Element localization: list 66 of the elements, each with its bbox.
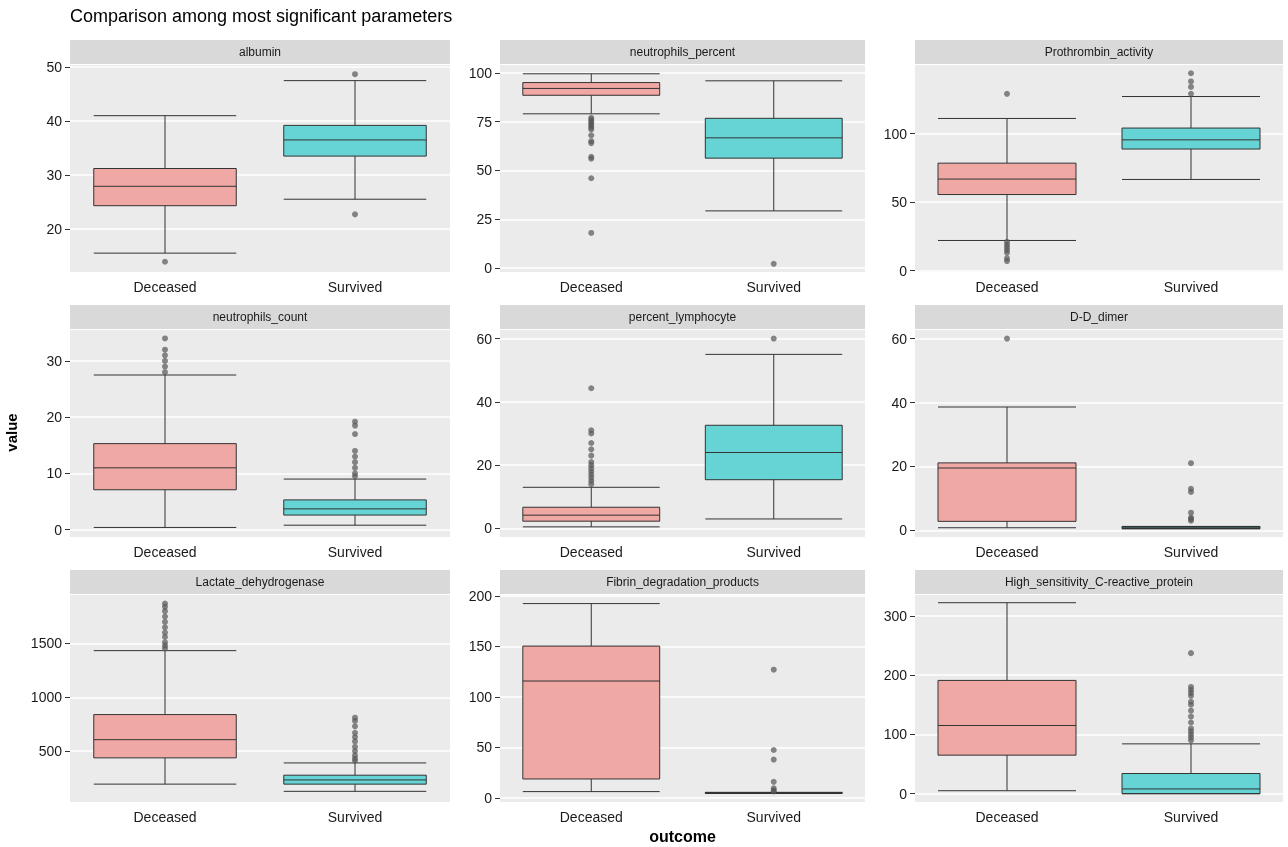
x-tick-label: Survived bbox=[1163, 809, 1219, 825]
x-tick-label: Survived bbox=[327, 279, 383, 295]
y-tick-label: 25 bbox=[476, 211, 493, 228]
y-tick-label: 0 bbox=[899, 262, 908, 279]
y-tick-label: 1500 bbox=[30, 635, 63, 652]
y-tick-label: 50 bbox=[46, 59, 63, 76]
x-tick-label: Survived bbox=[327, 544, 383, 560]
y-tick-label: 100 bbox=[883, 125, 908, 142]
y-tick-label: 20 bbox=[476, 457, 493, 474]
y-tick-label: 100 bbox=[883, 726, 908, 743]
x-tick-label: Deceased bbox=[133, 544, 197, 560]
chart-subtitle: percent_lymphocyte bbox=[628, 310, 737, 324]
y-tick-label: 100 bbox=[468, 64, 493, 81]
x-tick-label: Survived bbox=[746, 544, 801, 560]
y-tick-label: 50 bbox=[891, 194, 908, 211]
x-tick-label: Deceased bbox=[559, 809, 623, 825]
chart-subtitle: Fibrin_degradation_products bbox=[606, 575, 759, 589]
y-tick-label: 75 bbox=[476, 113, 493, 130]
y-axis-title: value bbox=[2, 413, 20, 452]
y-tick-label: 0 bbox=[484, 789, 493, 806]
x-tick-label: Deceased bbox=[975, 809, 1039, 825]
y-tick-label: 20 bbox=[46, 220, 63, 237]
y-tick-label: 20 bbox=[891, 458, 908, 475]
y-tick-label: 500 bbox=[38, 743, 63, 760]
y-tick-label: 20 bbox=[46, 409, 63, 426]
y-tick-label: 10 bbox=[46, 465, 63, 482]
chart-subtitle: neutrophils_percent bbox=[629, 45, 736, 59]
x-tick-label: Deceased bbox=[559, 544, 623, 560]
x-tick-label: Deceased bbox=[975, 279, 1039, 295]
y-tick-label: 50 bbox=[476, 162, 493, 179]
y-tick-label: 50 bbox=[476, 739, 493, 756]
y-tick-label: 30 bbox=[46, 352, 63, 369]
y-tick-label: 0 bbox=[899, 785, 908, 802]
y-tick-label: 1000 bbox=[30, 689, 63, 706]
y-tick-label: 0 bbox=[54, 521, 63, 538]
x-tick-label: Deceased bbox=[559, 279, 623, 295]
chart-subtitle: albumin bbox=[238, 45, 282, 59]
y-tick-label: 40 bbox=[46, 113, 63, 130]
chart-subtitle: High_sensitivity_C-reactive_protein bbox=[1004, 575, 1194, 589]
x-tick-label: Survived bbox=[1163, 279, 1219, 295]
y-tick-label: 200 bbox=[883, 667, 908, 684]
y-tick-label: 40 bbox=[476, 393, 493, 410]
chart-title: Comparison among most significant parameters bbox=[70, 6, 453, 27]
y-tick-label: 150 bbox=[468, 638, 493, 655]
chart-subtitle: neutrophils_count bbox=[212, 310, 309, 324]
y-tick-label: 100 bbox=[468, 688, 493, 705]
y-tick-label: 40 bbox=[891, 394, 908, 411]
y-tick-label: 200 bbox=[468, 588, 493, 605]
chart-subtitle: Prothrombin_activity bbox=[1044, 45, 1154, 59]
y-tick-label: 0 bbox=[484, 260, 493, 277]
x-tick-label: Survived bbox=[746, 809, 801, 825]
y-tick-label: 30 bbox=[46, 166, 63, 183]
y-tick-label: 60 bbox=[891, 330, 908, 347]
chart-subtitle: D-D_dimer bbox=[1069, 310, 1129, 324]
y-tick-label: 300 bbox=[883, 607, 908, 624]
y-tick-label: 0 bbox=[899, 522, 908, 539]
y-tick-label: 60 bbox=[476, 330, 493, 347]
x-tick-label: Survived bbox=[746, 279, 801, 295]
x-tick-label: Survived bbox=[1163, 544, 1219, 560]
x-tick-label: Deceased bbox=[975, 544, 1039, 560]
x-axis-title: outcome bbox=[648, 828, 717, 846]
chart-subtitle: Lactate_dehydrogenase bbox=[195, 575, 325, 589]
x-tick-label: Deceased bbox=[133, 809, 197, 825]
x-tick-label: Survived bbox=[327, 809, 383, 825]
x-tick-label: Deceased bbox=[133, 279, 197, 295]
y-tick-label: 0 bbox=[484, 520, 493, 537]
